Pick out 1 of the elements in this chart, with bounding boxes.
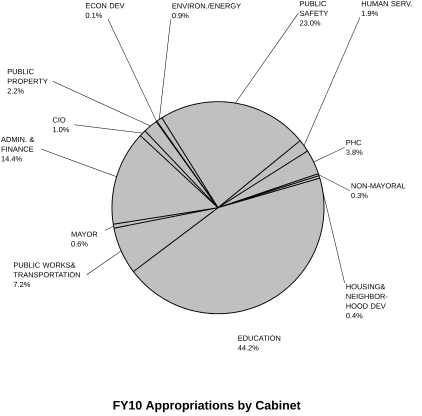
text: FY10 Appropriations by Cabinet: [113, 400, 301, 412]
